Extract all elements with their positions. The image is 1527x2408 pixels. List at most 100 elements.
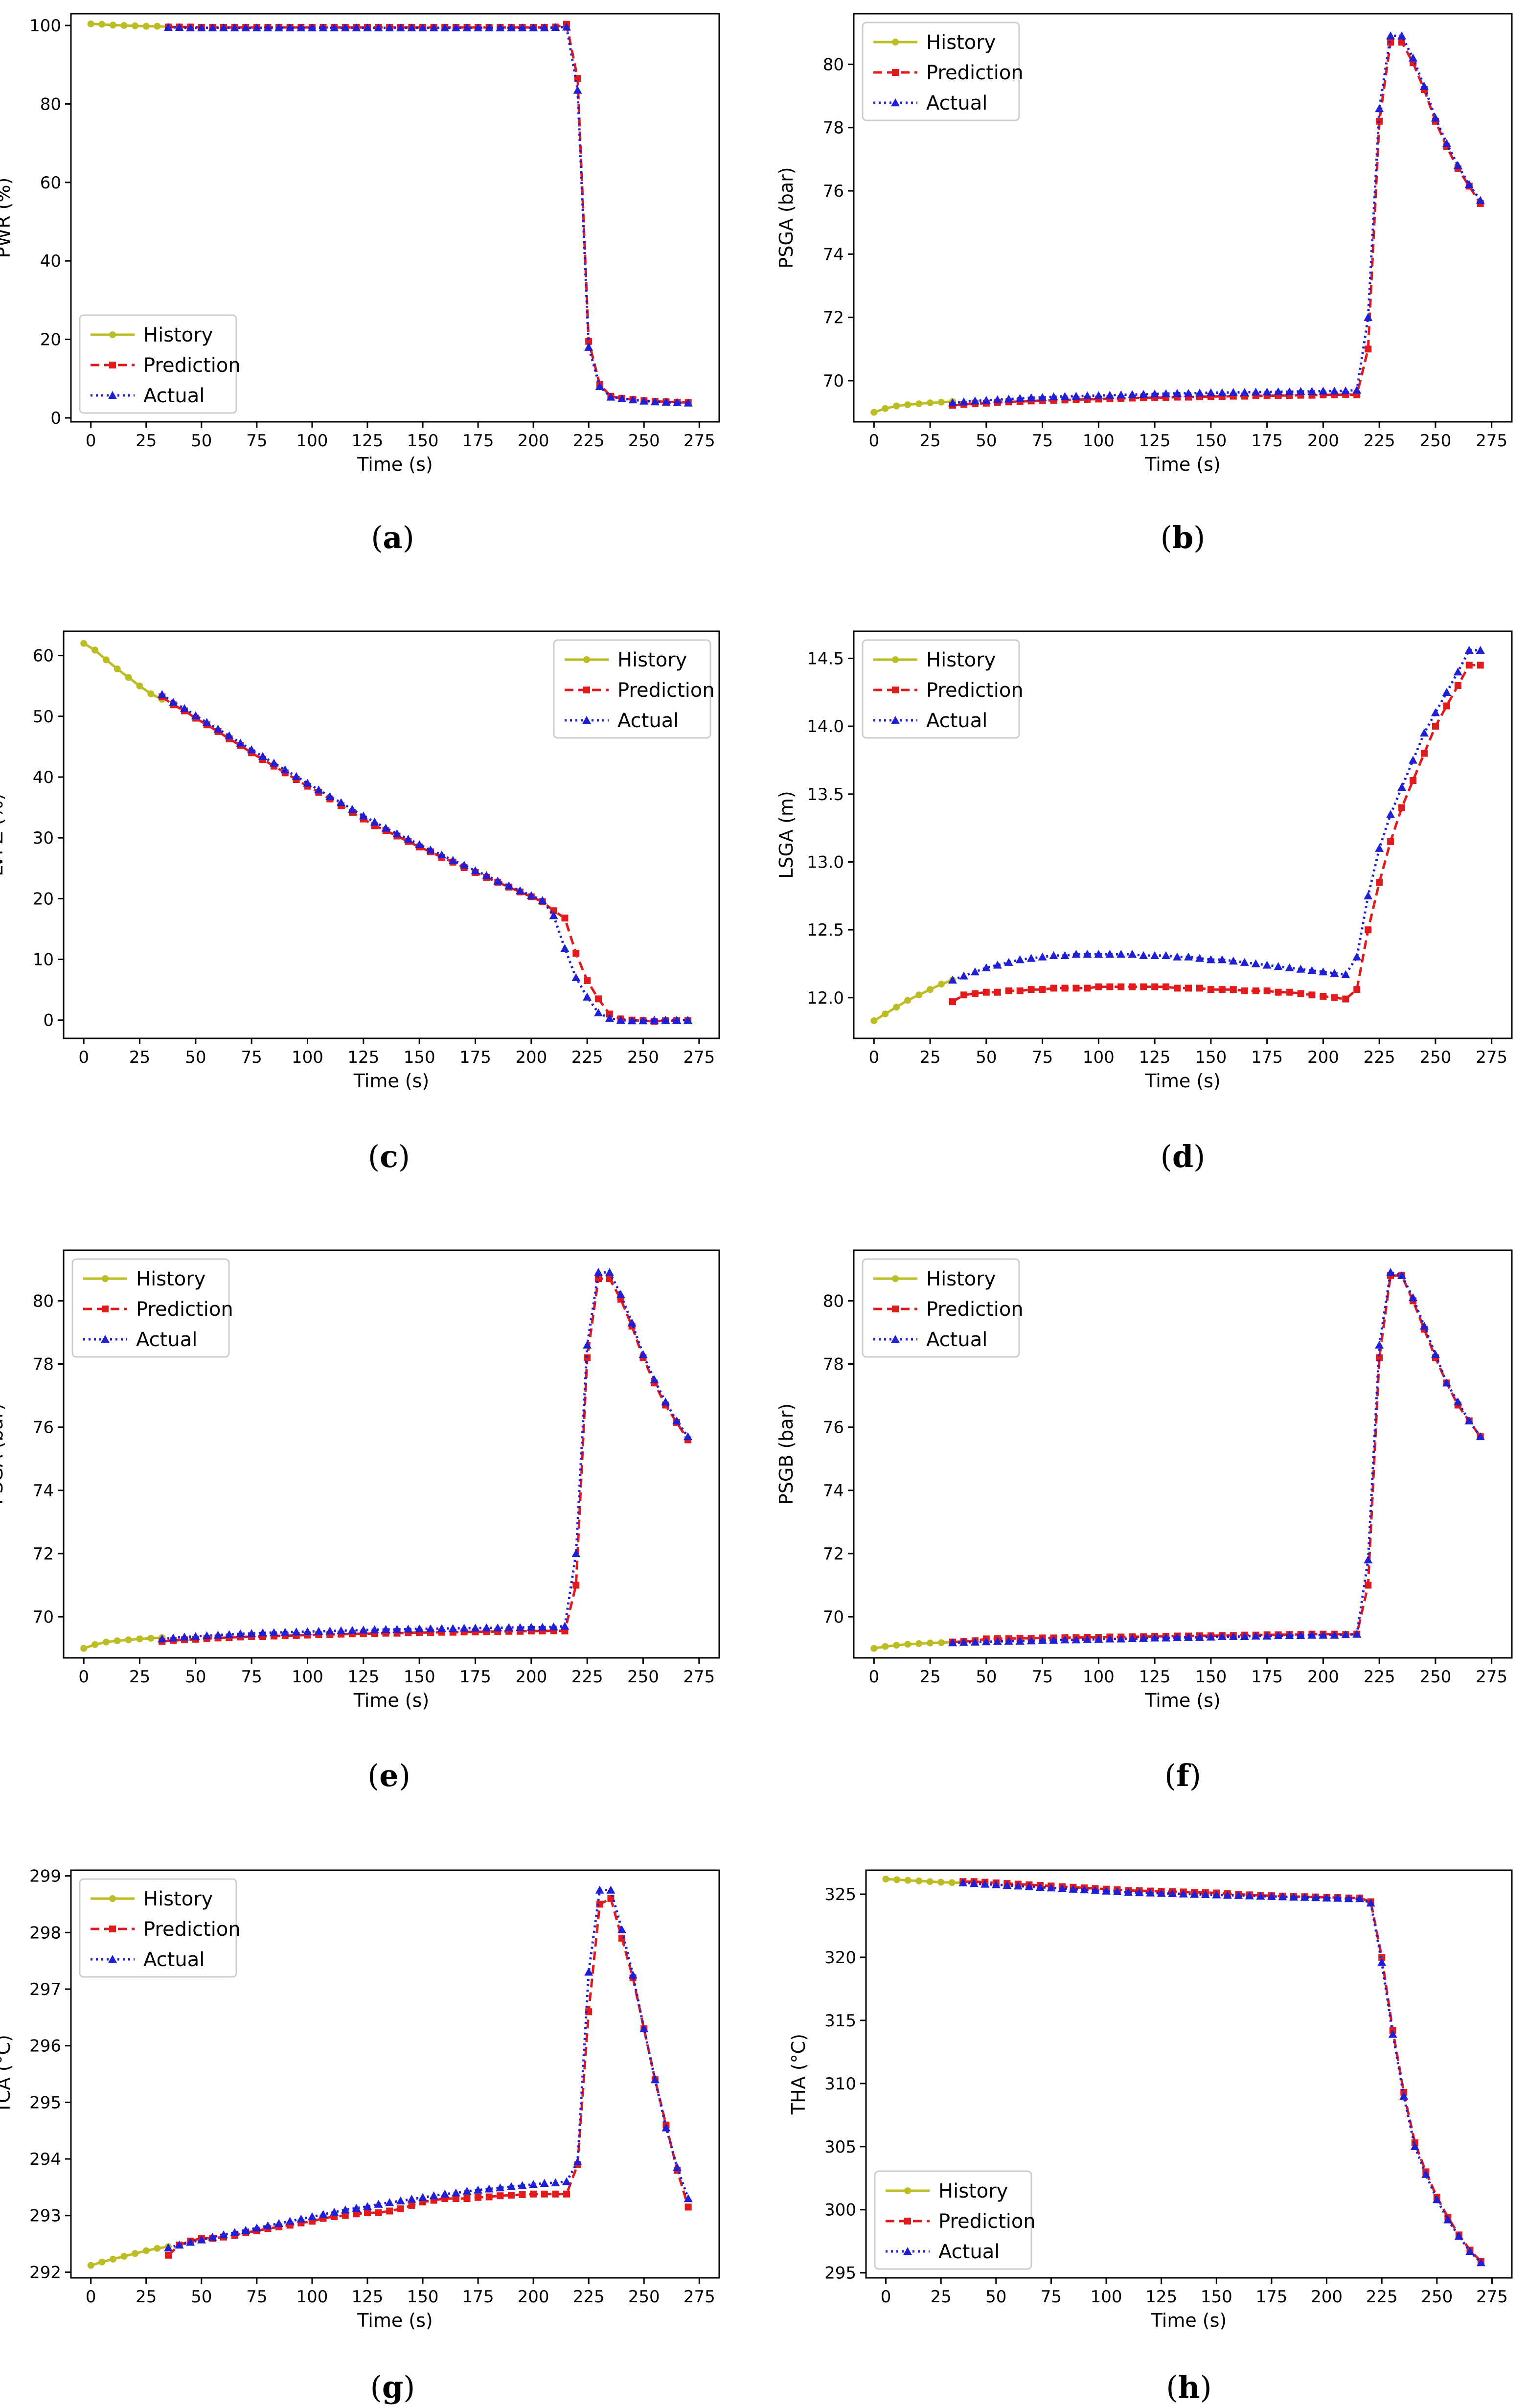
data-point-history — [893, 1876, 901, 1883]
data-point-actual — [459, 861, 469, 869]
data-point-actual — [1386, 31, 1395, 40]
legend-box — [71, 1258, 230, 1358]
data-point-prediction — [1241, 987, 1248, 994]
legend-marker-history — [102, 1275, 109, 1282]
x-tick-label: 100 — [1091, 2287, 1122, 2307]
legend-label-prediction: Prediction — [136, 1298, 233, 1321]
data-point-actual — [628, 1971, 638, 1979]
x-tick-label: 125 — [352, 431, 384, 451]
data-point-history — [120, 2253, 128, 2260]
axes-frame — [865, 1869, 1513, 2279]
data-point-prediction — [552, 2190, 559, 2198]
y-tick-label: 74 — [823, 1481, 844, 1501]
x-tick-label: 50 — [976, 1667, 997, 1687]
data-point-actual — [1344, 1894, 1353, 1903]
data-point-actual — [1366, 1899, 1375, 1907]
data-point-actual — [1454, 2231, 1463, 2240]
data-point-prediction — [994, 988, 1001, 996]
data-point-actual — [661, 2123, 671, 2132]
data-point-actual — [684, 2194, 693, 2202]
data-point-actual — [1105, 1634, 1115, 1643]
legend-marker-prediction — [892, 69, 899, 76]
legend-label-history: History — [143, 324, 213, 346]
data-point-actual — [459, 1624, 469, 1632]
legend-box — [553, 639, 711, 739]
y-tick-label: 0 — [43, 1011, 54, 1031]
data-point-actual — [330, 2207, 339, 2216]
data-point-actual — [1409, 1293, 1418, 1302]
x-tick-label: 125 — [1139, 1048, 1171, 1067]
data-point-actual — [359, 1626, 368, 1634]
x-tick-label: 50 — [985, 2287, 1006, 2307]
legend-label-actual: Actual — [617, 710, 679, 732]
data-point-actual — [560, 944, 570, 952]
x-axis-label: Time (s) — [1151, 2310, 1227, 2331]
data-point-prediction — [971, 990, 979, 997]
data-point-actual — [1375, 104, 1384, 113]
data-point-actual — [202, 718, 211, 726]
data-point-actual — [163, 2243, 173, 2251]
x-tick-label: 150 — [407, 2287, 439, 2307]
data-point-actual — [948, 975, 957, 984]
data-point-history — [938, 398, 945, 406]
x-tick-label: 0 — [86, 431, 96, 451]
legend-label-prediction: Prediction — [926, 679, 1024, 702]
legend-marker-prediction — [583, 687, 590, 693]
x-axis-label: Time (s) — [1144, 1690, 1221, 1711]
x-tick-label: 225 — [571, 1667, 603, 1687]
data-point-actual — [448, 856, 457, 864]
data-point-actual — [1419, 82, 1429, 90]
data-point-actual — [1135, 1888, 1144, 1897]
data-point-actual — [638, 1016, 648, 1025]
data-point-actual — [1476, 2258, 1485, 2267]
data-point-actual — [274, 2219, 284, 2227]
data-point-actual — [1285, 963, 1294, 971]
data-point-actual — [526, 1623, 536, 1631]
data-point-prediction — [1218, 986, 1226, 993]
data-point-actual — [225, 731, 234, 739]
data-point-prediction — [463, 2195, 471, 2202]
data-point-actual — [1476, 1432, 1485, 1441]
data-point-history — [147, 1634, 155, 1642]
data-point-actual — [437, 850, 446, 859]
data-point-actual — [474, 2185, 483, 2194]
data-point-actual — [526, 891, 536, 899]
x-tick-label: 25 — [129, 1048, 150, 1067]
data-point-actual — [258, 1628, 268, 1637]
data-point-history — [132, 22, 139, 29]
data-point-actual — [404, 834, 413, 843]
data-point-actual — [225, 1630, 234, 1638]
data-point-actual — [562, 2177, 571, 2185]
data-point-actual — [296, 23, 306, 32]
data-point-prediction — [1174, 985, 1181, 992]
data-point-prediction — [1275, 988, 1282, 996]
y-tick-label: 13.0 — [807, 852, 844, 872]
data-point-actual — [292, 1628, 301, 1636]
y-tick-label: 20 — [33, 889, 54, 909]
x-tick-label: 225 — [573, 431, 605, 451]
data-point-actual — [197, 23, 206, 32]
x-tick-label: 50 — [976, 1048, 997, 1067]
data-point-actual — [639, 396, 649, 405]
data-point-actual — [1229, 1632, 1238, 1640]
panel-caption: (f) — [1164, 1758, 1201, 1793]
data-point-actual — [440, 23, 450, 32]
data-point-actual — [506, 2182, 516, 2190]
y-tick-label: 292 — [29, 2263, 61, 2282]
x-axis-label: Time (s) — [353, 1690, 430, 1711]
data-point-prediction — [1331, 994, 1338, 1001]
legend-marker-history — [892, 656, 899, 663]
data-point-actual — [407, 2195, 416, 2203]
axes-frame — [70, 1869, 720, 2279]
data-point-history — [893, 1642, 900, 1649]
data-point-prediction — [1297, 990, 1304, 997]
x-tick-label: 200 — [518, 431, 549, 451]
data-point-prediction — [485, 2193, 493, 2201]
data-point-actual — [496, 23, 505, 32]
legend: History Prediction Actual — [71, 1258, 233, 1358]
data-point-actual — [1386, 810, 1395, 818]
y-tick-label: 76 — [33, 1418, 54, 1438]
y-tick-label: 74 — [33, 1481, 54, 1501]
data-point-actual — [573, 86, 582, 94]
panel-caption: (g) — [370, 2369, 415, 2405]
